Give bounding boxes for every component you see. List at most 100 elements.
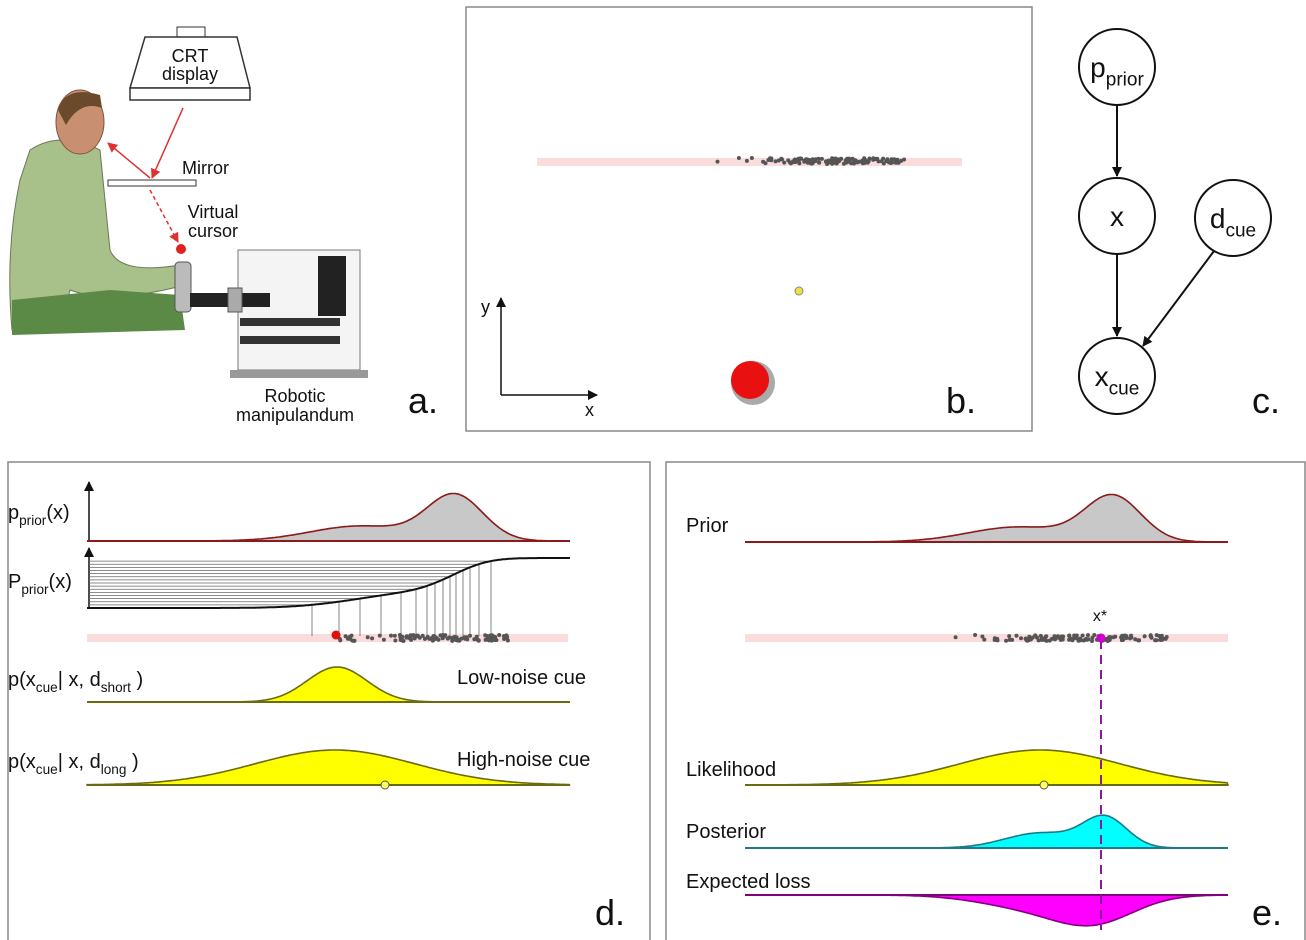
sample-dot — [417, 635, 422, 640]
sample-dot — [392, 633, 397, 638]
sample-dot — [893, 160, 898, 165]
sample-dot — [490, 634, 495, 639]
panel-frame — [465, 6, 1033, 432]
panel-label: a. — [408, 380, 438, 421]
sample-dot — [491, 637, 496, 642]
text-part: ) — [131, 669, 143, 691]
sample-dot — [393, 638, 398, 643]
sample-dot — [1160, 637, 1164, 642]
sample-dot — [381, 637, 386, 642]
sample-dot — [413, 634, 418, 639]
label: pprior(x) — [8, 502, 70, 528]
sample-dot — [802, 159, 807, 164]
sample-dot — [1049, 636, 1054, 641]
panel-label: d. — [595, 892, 625, 933]
sample-dot — [895, 157, 900, 162]
sample-dot — [850, 156, 855, 161]
sample-dot — [365, 635, 370, 640]
label: Virtual — [188, 202, 239, 222]
sample-dot — [422, 636, 427, 641]
label: manipulandum — [236, 405, 354, 425]
sample-dot — [1149, 635, 1154, 640]
subscript: cue — [36, 762, 58, 777]
axis-label: x — [585, 400, 594, 420]
sample-dot — [389, 633, 393, 638]
label: High-noise cue — [457, 749, 590, 771]
light-ray — [151, 107, 184, 179]
sample-dot — [885, 157, 890, 162]
sample-dot — [1137, 638, 1141, 643]
sample-dot — [773, 159, 778, 164]
sample-dot — [769, 158, 774, 163]
sample-dot — [896, 160, 901, 165]
sample-dot — [1004, 638, 1009, 643]
text-part: (x) — [46, 502, 69, 524]
label: Likelihood — [686, 759, 776, 781]
sample-dot — [408, 633, 413, 638]
sample-dot — [763, 161, 768, 166]
sample-dot — [505, 638, 510, 643]
sample-dot — [953, 635, 958, 640]
sample-dot — [867, 156, 872, 161]
robot-motor — [318, 256, 346, 316]
target-band — [745, 634, 1228, 642]
sample-dot — [504, 634, 509, 639]
sample-dot — [841, 161, 846, 166]
label: CRT — [172, 46, 209, 66]
sample-dot — [874, 157, 879, 162]
sample-dot — [1072, 633, 1077, 638]
sample-dot — [420, 633, 425, 638]
robot-joint — [227, 287, 243, 313]
sample-dot — [447, 635, 452, 640]
text-part: ) — [126, 751, 138, 773]
sample-dot — [1010, 637, 1015, 642]
sample-dot — [1070, 636, 1075, 641]
panel-label: b. — [946, 380, 976, 421]
sample-dot — [982, 637, 987, 642]
node — [1078, 177, 1156, 255]
sample-dot — [1060, 637, 1065, 642]
sample-dot — [1055, 634, 1060, 639]
sample-dot — [992, 636, 997, 641]
sample-dot — [1059, 634, 1064, 639]
sample-dot — [973, 633, 978, 637]
text-part: x — [1110, 201, 1124, 232]
sample-dot — [1040, 636, 1045, 641]
sample-dot — [400, 634, 405, 639]
sample-dot — [1035, 635, 1039, 640]
mirror — [107, 179, 197, 187]
label: Posterior — [686, 821, 766, 843]
panel-label: e. — [1252, 892, 1282, 933]
axis-label: y — [481, 297, 490, 317]
light-ray — [107, 142, 151, 179]
sample-dot — [1067, 634, 1072, 638]
subscript: cue — [1109, 378, 1140, 399]
panel-a: CRT display Mirror Virtual cursor Roboti… — [9, 26, 438, 425]
cue-point — [380, 780, 390, 790]
text-part: (x) — [49, 571, 72, 593]
sample-dot — [1123, 633, 1127, 638]
sample-dot — [780, 157, 784, 162]
sample-dot — [1111, 635, 1116, 640]
label: Prior — [686, 515, 729, 537]
target-band — [87, 634, 568, 642]
sample-dot — [1163, 636, 1168, 641]
sample-dot — [1086, 637, 1091, 642]
sample-dot — [817, 160, 821, 165]
sample-dot — [338, 638, 343, 643]
sample-dot — [852, 159, 857, 164]
subscript: long — [101, 762, 127, 777]
text-part: p — [8, 502, 19, 524]
text-part: d — [1210, 203, 1226, 234]
crt-base — [129, 87, 251, 101]
sample-dot — [1142, 634, 1147, 639]
cursor-dot — [176, 244, 186, 254]
sample-dot — [1076, 638, 1081, 643]
subscript: prior — [19, 513, 47, 528]
sample-dot — [1153, 638, 1158, 643]
sample-dot — [782, 160, 787, 165]
person-legs — [12, 290, 185, 335]
